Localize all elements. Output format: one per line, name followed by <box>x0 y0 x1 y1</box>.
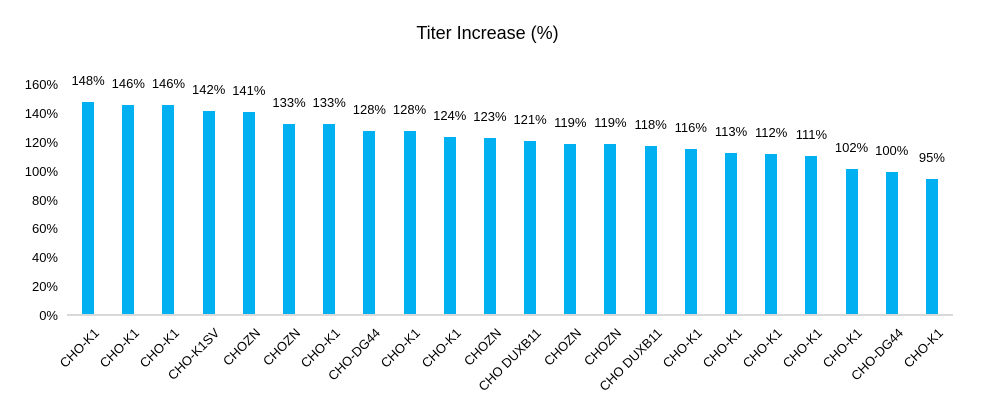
bar-value-label: 102% <box>834 139 869 155</box>
x-axis-category-label: CHO-K1 <box>900 325 946 371</box>
bar-value-label: 100% <box>875 142 909 158</box>
bar <box>122 105 135 314</box>
bar <box>845 168 858 314</box>
bar-value-label: 148% <box>71 73 105 89</box>
bar <box>202 110 215 314</box>
bar-value-label: 146% <box>111 76 145 92</box>
bar-value-label: 128% <box>392 102 427 118</box>
y-axis-tick-label: 160% <box>24 77 58 92</box>
bar-value-label: 128% <box>352 102 386 118</box>
bar-value-label: 113% <box>714 123 748 139</box>
bar-value-label: 111% <box>795 126 828 142</box>
bar <box>242 112 255 314</box>
bar <box>805 155 818 314</box>
bar-value-label: 119% <box>594 115 627 131</box>
x-axis-category-label: CHOZN <box>219 325 263 369</box>
bar <box>925 178 938 314</box>
bar <box>725 152 737 314</box>
bar <box>363 131 376 314</box>
x-axis-category-label: CHO-K1 <box>56 325 102 371</box>
bar <box>684 148 697 314</box>
y-axis-tick-label: 120% <box>24 134 58 150</box>
bar <box>443 136 456 314</box>
chart-title: Titer Increase (%) <box>416 23 559 43</box>
bar <box>403 131 416 314</box>
bar <box>323 123 336 314</box>
bar <box>162 105 175 314</box>
y-axis-tick-label: 100% <box>24 163 58 179</box>
x-axis-category-label: CHOZN <box>540 325 585 369</box>
bar <box>283 123 295 314</box>
bar-value-label: 141% <box>232 83 266 99</box>
bar-value-label: 118% <box>634 116 667 132</box>
x-axis-category-label: CHO-K1 <box>378 325 424 371</box>
bar-value-label: 133% <box>312 94 346 110</box>
y-axis-tick-label: 140% <box>24 105 58 121</box>
bar <box>524 141 537 314</box>
bar <box>644 145 657 314</box>
x-axis-category-label: CHO-K1 <box>779 325 826 371</box>
x-axis-category-label: CHO-K1 <box>418 325 464 371</box>
x-axis-line <box>67 314 953 316</box>
y-axis-tick-label: 20% <box>31 279 58 295</box>
bar <box>765 154 778 314</box>
bar <box>483 138 496 314</box>
bar <box>604 144 617 314</box>
bar-value-label: 121% <box>513 112 547 128</box>
bar-value-label: 123% <box>473 109 507 125</box>
bar-value-label: 95% <box>918 149 945 165</box>
bar-value-label: 142% <box>192 81 226 97</box>
bar <box>564 144 577 314</box>
y-axis-tick-label: 40% <box>31 250 58 266</box>
x-axis-category-label: CHO-K1 <box>96 325 143 371</box>
x-axis-category-label: CHO-K1 <box>659 325 705 371</box>
y-axis-tick-label: 80% <box>31 192 58 208</box>
x-axis-category-label: CHO-K1 <box>739 325 786 371</box>
x-axis-category-label: CHO-K1 <box>699 325 745 371</box>
bar-value-label: 119% <box>554 115 587 131</box>
y-axis-tick-label: 60% <box>31 221 58 237</box>
bar-value-label: 112% <box>755 125 788 141</box>
bar-value-label: 116% <box>674 119 707 135</box>
bar-value-label: 133% <box>272 94 306 110</box>
bar-value-label: 146% <box>151 76 186 92</box>
bar <box>885 171 898 314</box>
y-axis-tick-label: 0% <box>39 308 58 323</box>
bar <box>82 102 95 314</box>
bar-value-label: 124% <box>433 107 467 123</box>
x-axis-category-label: CHOZN <box>259 325 303 369</box>
